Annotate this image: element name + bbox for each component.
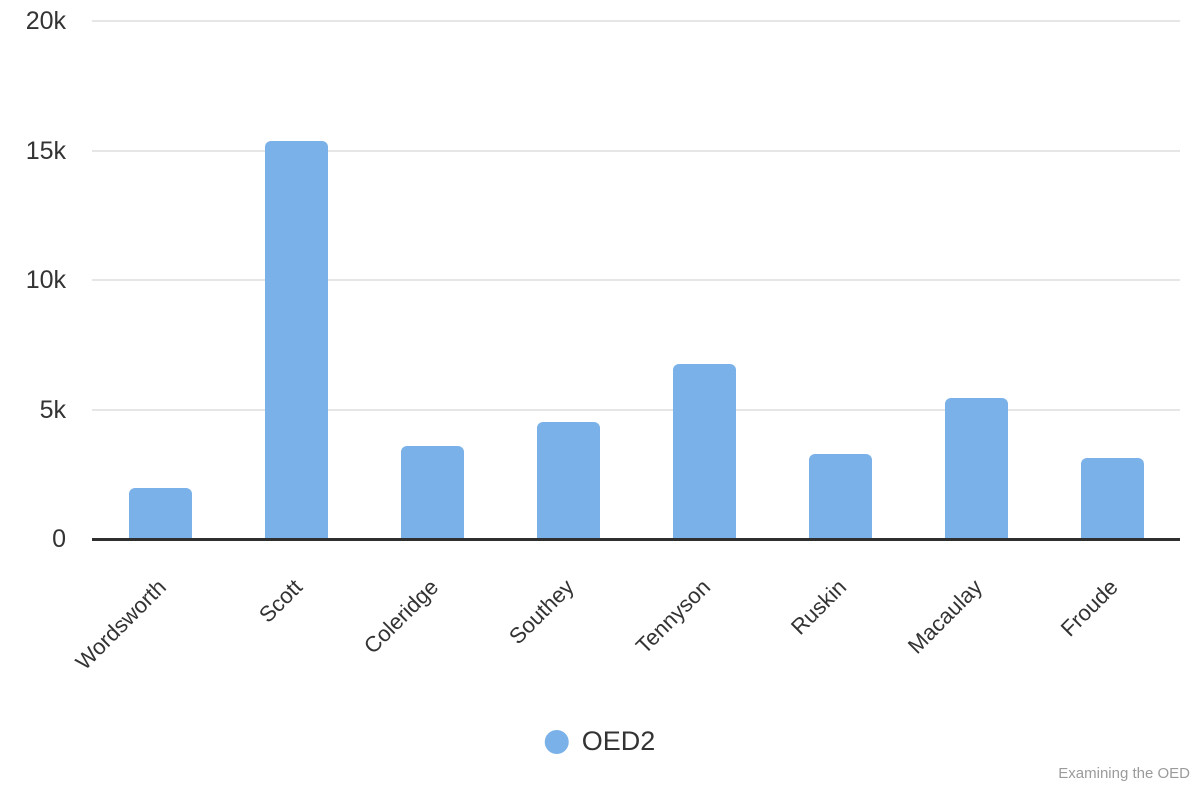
y-tick-label-0: 0 bbox=[52, 525, 66, 553]
x-tick-label-macaulay: Macaulay bbox=[902, 574, 987, 659]
x-tick-label-froude: Froude bbox=[1055, 574, 1123, 642]
credits-link[interactable]: Examining the OED bbox=[1058, 765, 1190, 782]
bar-wordsworth[interactable] bbox=[128, 487, 192, 539]
bar-froude[interactable] bbox=[1080, 458, 1144, 539]
y-tick-label-15k: 15k bbox=[25, 136, 66, 165]
gridline-5k bbox=[92, 408, 1180, 411]
x-tick-label-tennyson: Tennyson bbox=[630, 574, 715, 659]
x-tick-label-wordsworth: Wordsworth bbox=[70, 574, 171, 675]
bar-coleridge[interactable] bbox=[400, 445, 464, 539]
gridline-15k bbox=[92, 149, 1180, 152]
bar-macaulay[interactable] bbox=[944, 398, 1008, 539]
bar-scott[interactable] bbox=[264, 141, 328, 539]
gridline-10k bbox=[92, 279, 1180, 281]
y-tick-label-20k: 20k bbox=[25, 7, 66, 35]
legend-marker-icon bbox=[544, 729, 569, 754]
x-axis-line bbox=[92, 538, 1180, 541]
x-tick-label-coleridge: Coleridge bbox=[358, 574, 443, 659]
bar-ruskin[interactable] bbox=[808, 454, 872, 539]
legend-label: OED2 bbox=[581, 726, 656, 756]
legend-item-oed2[interactable]: OED2 bbox=[544, 726, 656, 757]
bar-southey[interactable] bbox=[536, 422, 600, 539]
y-tick-label-5k: 5k bbox=[39, 395, 66, 424]
gridline-20k bbox=[92, 20, 1180, 22]
x-tick-label-ruskin: Ruskin bbox=[785, 574, 851, 640]
x-tick-label-scott: Scott bbox=[253, 574, 307, 628]
bar-tennyson[interactable] bbox=[672, 363, 736, 539]
x-tick-label-southey: Southey bbox=[504, 574, 579, 650]
y-tick-label-10k: 10k bbox=[25, 266, 66, 294]
